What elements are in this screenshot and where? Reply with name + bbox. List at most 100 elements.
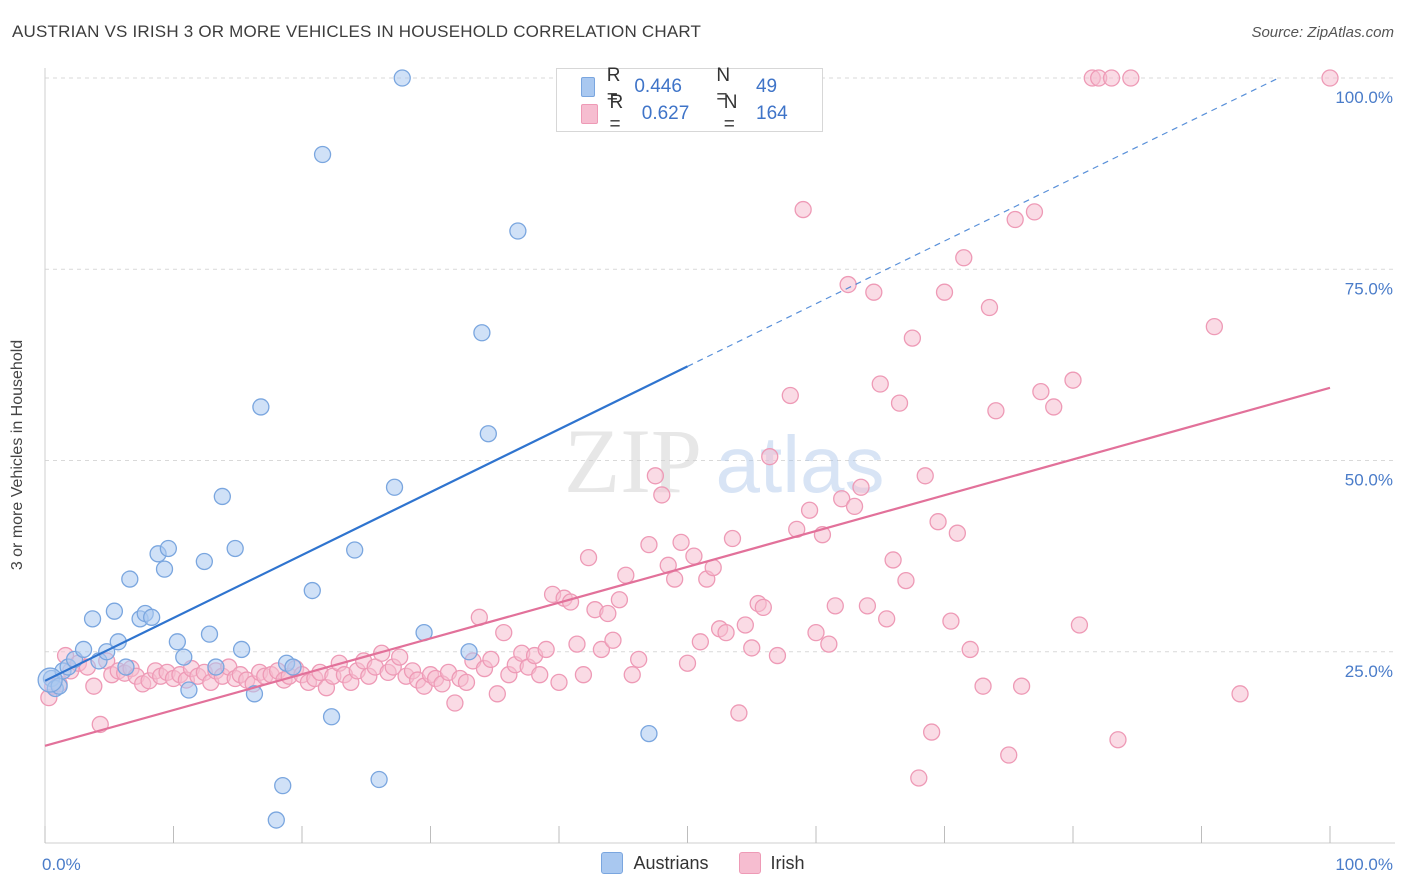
irish-point-66 — [446, 694, 464, 712]
austrian-point-31 — [274, 776, 292, 795]
irish-point-92 — [604, 631, 622, 649]
irish-point-101 — [666, 570, 684, 588]
irish-point-86 — [568, 635, 586, 653]
irish-point-155 — [1045, 398, 1063, 416]
irish-point-121 — [800, 501, 819, 519]
irish-point-127 — [839, 275, 857, 294]
irish-point-120 — [794, 200, 812, 219]
irish-point-91 — [599, 604, 617, 623]
irish-point-83 — [550, 673, 568, 691]
y-tick-label-25: 25.0% — [1345, 662, 1393, 681]
irish-point-73 — [488, 685, 506, 703]
y-tick-label-100: 100.0% — [1335, 88, 1393, 107]
irish-point-165 — [1321, 69, 1339, 87]
irish-point-57 — [391, 648, 409, 666]
irish-point-132 — [871, 375, 889, 393]
irish-point-131 — [865, 283, 883, 301]
series-legend: Austrians Irish — [0, 852, 1406, 874]
austrian-point-7 — [83, 610, 102, 628]
irish-points — [40, 69, 1339, 787]
legend-item-austrians[interactable]: Austrians — [601, 852, 709, 874]
irish-point-80 — [531, 666, 549, 684]
legend-item-irish[interactable]: Irish — [738, 852, 805, 874]
tick-labels: 25.0% 50.0% 75.0% 100.0% 0.0% 100.0% — [42, 88, 1393, 874]
austrian-point-36 — [313, 145, 332, 164]
irish-point-125 — [826, 597, 844, 615]
irish-point-90 — [592, 640, 611, 659]
x-tick-label-0: 0.0% — [42, 855, 81, 874]
irish-point-72 — [482, 650, 500, 669]
irish-point-141 — [929, 513, 947, 531]
austrian-point-19 — [159, 539, 178, 558]
irish-point-7 — [85, 677, 103, 695]
irish-point-157 — [1070, 616, 1089, 634]
austrian-point-35 — [303, 581, 321, 600]
irish-point-160 — [1102, 69, 1121, 87]
y-tick-label-75: 75.0% — [1345, 279, 1393, 298]
irish-point-97 — [640, 536, 658, 554]
irish-point-102 — [672, 533, 690, 552]
irish-point-87 — [574, 666, 593, 684]
irish-point-164 — [1231, 685, 1249, 703]
irish-point-142 — [935, 283, 954, 301]
stats-legend: R = 0.446 N = 49 R = 0.627 N = 164 — [556, 65, 823, 135]
watermark-zip: ZIP — [564, 410, 702, 512]
irish-point-109 — [717, 623, 735, 642]
austrian-point-10 — [105, 602, 124, 620]
irish-point-162 — [1122, 69, 1140, 87]
irish-point-104 — [685, 547, 703, 565]
austrian-point-28 — [232, 640, 251, 659]
irish-point-153 — [1025, 203, 1044, 221]
austrian-point-18 — [155, 560, 174, 578]
austrian-point-20 — [168, 633, 187, 651]
legend-row-irish: R = 0.627 N = 164 — [581, 92, 822, 135]
legend-row-austrians: R = 0.446 N = 49 — [581, 65, 822, 108]
irish-point-126 — [833, 490, 851, 508]
austrian-point-12 — [117, 658, 135, 676]
irish-point-147 — [974, 677, 992, 695]
austrian-point-13 — [121, 570, 139, 588]
austrians-n-value: 49 — [755, 76, 778, 97]
austrian-point-41 — [393, 69, 411, 87]
irish-point-68 — [457, 673, 476, 691]
irish-point-133 — [878, 610, 896, 628]
irish-point-110 — [723, 529, 742, 548]
legend-irish-swatch — [738, 852, 761, 874]
austrian-point-32 — [267, 811, 285, 829]
irish-point-138 — [910, 769, 928, 787]
irish-point-135 — [890, 394, 909, 412]
austrian-point-39 — [370, 770, 388, 789]
austrians-swatch — [581, 77, 595, 97]
austrian-point-29 — [245, 685, 264, 703]
austrian-trend-line — [44, 365, 688, 682]
irish-n-label: N = — [723, 92, 738, 135]
trend-lines — [44, 77, 1331, 747]
irish-point-139 — [916, 467, 934, 485]
irish-point-130 — [858, 597, 877, 615]
irish-point-129 — [852, 478, 870, 496]
irish-point-128 — [845, 497, 864, 516]
irish-point-81 — [537, 640, 555, 659]
irish-point-149 — [987, 402, 1005, 420]
irish-point-136 — [897, 571, 915, 590]
irish-point-122 — [807, 623, 825, 642]
source-note: Source: ZipAtlas.com — [1251, 24, 1394, 41]
austrian-point-45 — [479, 425, 497, 443]
irish-r-label: R = — [609, 92, 624, 135]
irish-point-150 — [1000, 746, 1018, 764]
irish-point-134 — [884, 551, 902, 569]
irish-r-value: 0.627 — [641, 103, 690, 124]
irish-point-143 — [942, 612, 960, 630]
legend-irish-label: Irish — [770, 852, 805, 873]
irish-point-98 — [646, 467, 665, 485]
irish-point-96 — [630, 650, 648, 669]
austrian-point-30 — [252, 398, 270, 416]
irish-point-99 — [653, 486, 671, 504]
irish-point-93 — [610, 591, 629, 609]
irish-point-152 — [1012, 677, 1031, 695]
austrian-point-23 — [195, 552, 213, 571]
irish-trend-line — [44, 386, 1331, 747]
irish-point-94 — [617, 566, 635, 584]
irish-point-118 — [781, 386, 799, 405]
